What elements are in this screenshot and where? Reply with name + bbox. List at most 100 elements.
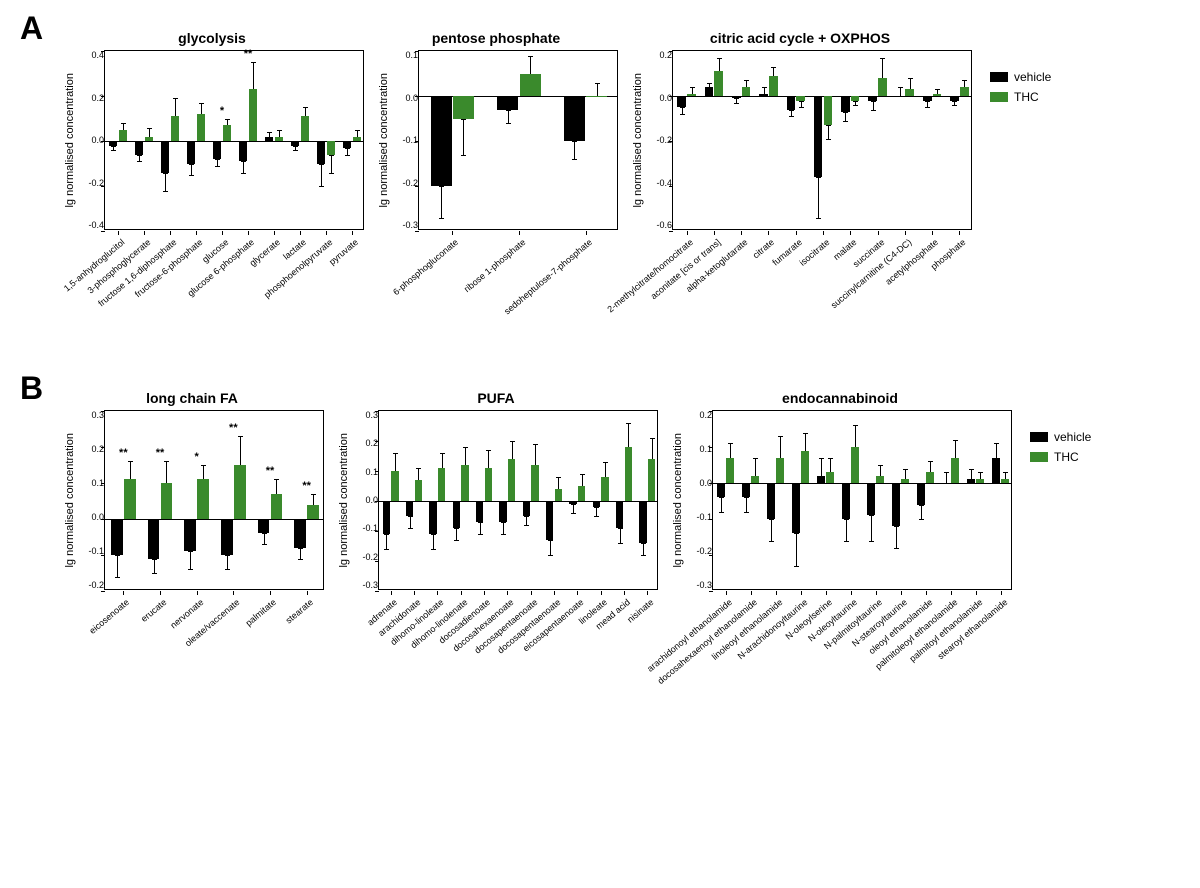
- legend-item: vehicle: [1030, 430, 1091, 444]
- bars-layer: ***: [105, 51, 363, 229]
- error-bar: [846, 519, 847, 541]
- bar: [124, 479, 136, 519]
- y-axis-label: lg normalised concentration: [60, 73, 76, 208]
- bar: [438, 468, 445, 501]
- bar: [531, 465, 538, 501]
- bar: [523, 501, 530, 516]
- panel: Blong chain FAlg normalised concentratio…: [10, 370, 1190, 700]
- plot-area: 2-methylcitrate/homocitrateaconitate [ci…: [672, 50, 972, 230]
- bar: [317, 141, 325, 164]
- bar: [601, 477, 608, 501]
- y-ticks: 0.40.20.0-0.2-0.4: [76, 50, 104, 230]
- legend-label: vehicle: [1014, 70, 1051, 84]
- error-bar: [596, 507, 597, 516]
- bar: [184, 519, 196, 551]
- error-bar: [166, 461, 167, 483]
- error-bar: [243, 161, 244, 172]
- bars-layer: [419, 51, 617, 229]
- y-tick-label: -0.1: [402, 135, 418, 145]
- error-bar: [605, 462, 606, 477]
- error-bar: [773, 67, 774, 76]
- chart: long chain FAlg normalised concentration…: [60, 390, 324, 700]
- bar: [905, 89, 914, 96]
- error-bar: [855, 101, 856, 106]
- y-axis-label: lg normalised concentration: [668, 433, 684, 568]
- error-bar: [395, 453, 396, 471]
- error-bar: [276, 479, 277, 493]
- bar: [197, 114, 205, 141]
- error-bar: [526, 516, 527, 525]
- bar: [942, 483, 950, 484]
- error-bar: [321, 164, 322, 187]
- plot-area: arachidonoyl ethanolamidedocosahexaenoyl…: [712, 410, 1012, 590]
- bar: [933, 94, 942, 96]
- bar: [878, 78, 887, 96]
- significance-marker: **: [244, 48, 253, 60]
- bar: [992, 458, 1000, 483]
- y-ticks: 0.20.0-0.2-0.4-0.6: [644, 50, 672, 230]
- error-bar: [771, 519, 772, 541]
- error-bar: [955, 440, 956, 458]
- bar: [461, 465, 468, 501]
- error-bar: [441, 186, 442, 218]
- error-bar: [535, 444, 536, 465]
- error-bar: [830, 458, 831, 472]
- bar: [249, 89, 257, 141]
- legend-item: vehicle: [990, 70, 1051, 84]
- error-bar: [818, 177, 819, 218]
- significance-marker: **: [302, 480, 311, 492]
- chart-title: citric acid cycle + OXPHOS: [710, 30, 890, 46]
- error-bar: [845, 112, 846, 121]
- error-bar: [582, 474, 583, 486]
- bar: [275, 137, 283, 142]
- bar: [415, 480, 422, 501]
- x-tick-label: docosahexaenoyl ethanolamide: [655, 597, 758, 686]
- error-bar: [113, 146, 114, 151]
- x-tick-label: stearate: [283, 597, 314, 626]
- legend: vehicleTHC: [1030, 430, 1091, 700]
- chart-area: lg normalised concentration0.20.0-0.2-0.…: [628, 50, 972, 230]
- error-bar: [896, 526, 897, 548]
- bar: [391, 471, 398, 501]
- chart: glycolysislg normalised concentration0.4…: [60, 30, 364, 340]
- error-bar: [721, 497, 722, 511]
- bar: [497, 96, 518, 110]
- bar: [476, 501, 483, 522]
- error-bar: [805, 433, 806, 451]
- bar: [901, 479, 909, 483]
- bar: [431, 96, 452, 186]
- y-ticks: 0.30.20.10.0-0.1-0.2: [76, 410, 104, 590]
- significance-marker: **: [119, 447, 128, 459]
- plot-area: adrenatearachidonatedihomo-linoleatediho…: [378, 410, 658, 590]
- error-bar: [910, 78, 911, 89]
- bar: [776, 458, 784, 483]
- error-bar: [175, 98, 176, 116]
- chart-title: pentose phosphate: [432, 30, 560, 46]
- bar: [148, 519, 160, 559]
- bar: [234, 465, 246, 519]
- legend-swatch: [1030, 452, 1048, 462]
- error-bar: [347, 148, 348, 155]
- bar: [119, 130, 127, 141]
- error-bar: [165, 173, 166, 191]
- error-bar: [746, 80, 747, 87]
- chart: endocannabinoid lg normalised concentrati…: [668, 390, 1012, 700]
- bar: [842, 483, 850, 519]
- bar: [767, 483, 775, 519]
- bar: [751, 476, 759, 483]
- bar: [307, 505, 319, 519]
- error-bar: [954, 101, 955, 106]
- bar: [187, 141, 195, 164]
- error-bar: [980, 472, 981, 479]
- chart-title: endocannabinoid: [782, 390, 898, 406]
- error-bar: [442, 453, 443, 468]
- y-tick-label: -0.2: [656, 135, 672, 145]
- error-bar: [930, 461, 931, 472]
- bar: [197, 479, 209, 519]
- chart-area: lg normalised concentration0.30.20.10.0-…: [334, 410, 658, 590]
- error-bar: [709, 83, 710, 88]
- error-bar: [139, 155, 140, 162]
- chart-title: PUFA: [477, 390, 514, 406]
- error-bar: [873, 101, 874, 110]
- bar: [564, 96, 585, 141]
